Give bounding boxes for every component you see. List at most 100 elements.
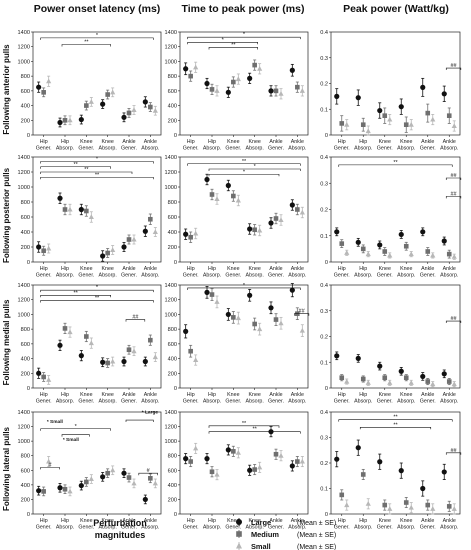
y-tick-label: 800 <box>168 454 177 460</box>
x-tick-label: Absorp. <box>246 273 264 279</box>
point-small <box>46 458 52 464</box>
panel-r4-c2: 0200400600800100012001400HipGener.HipAbs… <box>165 410 309 531</box>
y-tick-label: 1000 <box>18 59 30 65</box>
y-tick-label: 0.2 <box>320 208 328 214</box>
point-large <box>142 228 148 234</box>
x-tick-label: Absorp. <box>397 525 415 531</box>
x-tick-label: Gener. <box>121 273 137 279</box>
point-small <box>451 506 457 511</box>
y-tick-label: 1000 <box>165 439 177 445</box>
x-tick-label: Knee <box>80 139 92 145</box>
point-small <box>235 76 241 82</box>
significance-label: * <box>96 157 99 163</box>
x-tick-label: Knee <box>400 518 412 524</box>
x-tick-label: Absorp. <box>397 146 415 152</box>
y-tick-label: 1000 <box>18 312 30 318</box>
y-tick-label: 1200 <box>165 45 177 51</box>
y-tick-label: 1200 <box>165 170 177 176</box>
point-small <box>67 488 73 494</box>
significance-label: # <box>49 462 53 468</box>
x-tick-label: Knee <box>80 518 92 524</box>
point-medium <box>126 475 132 480</box>
point-large <box>398 468 404 474</box>
x-tick-label: Gener. <box>268 273 284 279</box>
y-tick-label: 1200 <box>18 298 30 304</box>
y-tick-label: 1400 <box>18 410 30 416</box>
point-medium <box>62 117 68 123</box>
point-small <box>344 250 350 255</box>
point-small <box>110 467 116 473</box>
point-small <box>278 452 284 458</box>
panel-r3-c3: 00.10.20.30.4HipGener.HipAbsorp.KneeGene… <box>320 283 462 405</box>
x-tick-label: Hip <box>61 139 69 145</box>
x-tick-label: Knee <box>101 139 113 145</box>
significance-bracket <box>125 419 154 423</box>
x-tick-label: Ankle <box>122 266 135 272</box>
legend-marker-large <box>236 519 242 525</box>
x-tick-label: Ankle <box>443 518 456 524</box>
y-tick-label: 0 <box>174 512 177 518</box>
x-tick-label: Absorp. <box>440 525 458 531</box>
point-medium <box>126 110 132 116</box>
point-small <box>365 501 371 506</box>
point-medium <box>41 248 46 254</box>
point-large <box>100 253 106 259</box>
significance-bracket <box>40 166 111 169</box>
point-small <box>430 116 436 122</box>
significance-bracket <box>40 171 133 174</box>
point-small <box>67 117 73 123</box>
point-medium <box>339 121 345 126</box>
significance-label: ** <box>231 42 236 48</box>
point-medium <box>446 113 452 118</box>
x-tick-label: Ankle <box>421 392 434 398</box>
point-medium <box>446 251 452 257</box>
point-medium <box>446 379 452 384</box>
point-small <box>299 88 305 93</box>
legend-label: Medium <box>251 530 279 539</box>
point-medium <box>295 207 300 212</box>
x-tick-label: Ankle <box>269 266 282 272</box>
y-tick-label: 600 <box>21 468 30 474</box>
x-tick-label: Hip <box>40 266 48 272</box>
point-large <box>377 107 383 114</box>
x-tick-label: Absorp. <box>354 399 372 405</box>
x-tick-label: Gener. <box>225 525 241 531</box>
point-medium <box>62 486 68 492</box>
significance-label: * <box>243 169 246 175</box>
point-small <box>387 116 393 122</box>
point-large <box>289 463 295 469</box>
x-tick-label: Absorp. <box>56 273 74 279</box>
y-tick-label: 200 <box>21 497 30 503</box>
x-tick-label: Absorp. <box>440 273 458 279</box>
y-tick-label: 0.1 <box>320 107 328 113</box>
significance-bracket <box>338 419 453 422</box>
point-medium <box>252 467 257 472</box>
x-tick-label: Hip <box>61 518 69 524</box>
significance-label: * <box>96 33 99 39</box>
point-large <box>334 93 340 99</box>
x-tick-label: Absorp. <box>397 273 415 279</box>
significance-label: ** <box>74 290 79 296</box>
point-medium <box>339 375 345 380</box>
y-tick-label: 600 <box>21 89 30 95</box>
point-large <box>441 469 447 475</box>
point-medium <box>105 250 110 256</box>
x-tick-label: Gener. <box>121 146 137 152</box>
point-large <box>121 114 127 120</box>
significance-label: * <box>222 37 225 43</box>
y-tick-label: 200 <box>168 497 177 503</box>
point-medium <box>105 360 110 366</box>
y-tick-label: 1200 <box>18 170 30 176</box>
significance-label: ## <box>132 315 139 321</box>
point-large <box>225 311 231 318</box>
y-tick-label: 1400 <box>165 30 177 36</box>
point-large <box>377 242 383 248</box>
y-tick-label: 0.1 <box>320 487 328 493</box>
x-tick-label: Absorp. <box>397 399 415 405</box>
legend-label: Large <box>251 518 271 527</box>
x-tick-label: Absorp. <box>288 525 306 531</box>
x-tick-label: Gener. <box>420 146 436 152</box>
x-tick-label: Absorp. <box>440 146 458 152</box>
x-tick-label: Ankle <box>291 518 304 524</box>
significance-bracket <box>208 168 301 171</box>
